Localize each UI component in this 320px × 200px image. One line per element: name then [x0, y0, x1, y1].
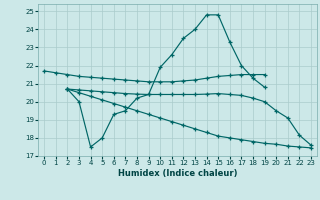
X-axis label: Humidex (Indice chaleur): Humidex (Indice chaleur) [118, 169, 237, 178]
